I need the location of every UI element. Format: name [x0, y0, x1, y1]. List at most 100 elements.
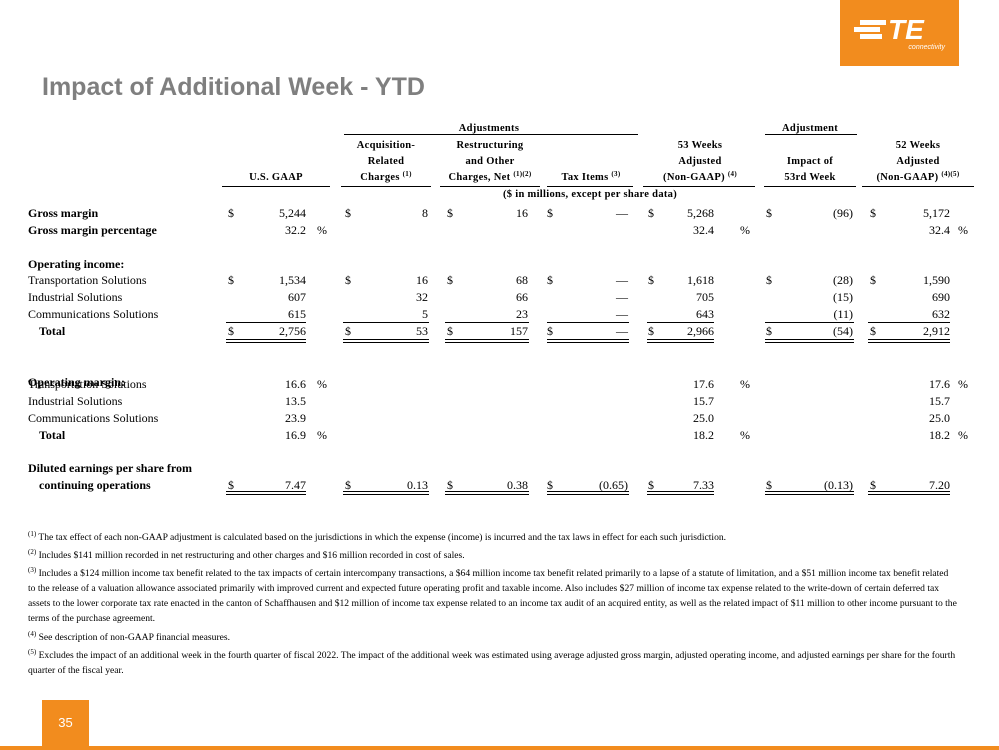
cell-value: 7.33 [693, 478, 714, 492]
currency-symbol: $ [547, 324, 553, 338]
table-row-eps-continuing-operations: continuing operations $7.47 $0.13 $0.38 $ (0.… [28, 477, 988, 494]
row-label: continuing operations [39, 478, 151, 492]
logo-subtext: connectivity [908, 44, 945, 51]
row-label: Industrial Solutions [28, 290, 123, 304]
eps-double-rule [547, 491, 629, 495]
footnote-3: (3) Includes a $124 million income tax b… [28, 566, 958, 626]
currency-symbol: $ [345, 478, 351, 492]
total-double-rule [868, 339, 950, 343]
row-label: Operating margin: [28, 375, 125, 389]
page-title: Impact of Additional Week - YTD [42, 73, 425, 101]
cell-value: 32.4 [929, 223, 950, 237]
total-double-rule [445, 339, 529, 343]
row-label: Total [39, 324, 66, 338]
currency-symbol: $ [228, 273, 234, 287]
cell-value: (28) [833, 273, 853, 287]
table-row-om-total: Total 16.9 18.2 18.2%%% [28, 427, 988, 444]
te-connectivity-logo: TE connectivity [840, 0, 959, 66]
cell-value: 2,912 [923, 324, 950, 338]
table-row-operating-margin-heading: Operating margin: [28, 374, 988, 391]
col-header-tax-items: Tax Items (3) [561, 170, 621, 184]
col-header-acquisition: Acquisition- Related Charges (1) [356, 140, 416, 183]
cell-value: 7.47 [285, 478, 306, 492]
currency-symbol: $ [766, 273, 772, 287]
currency-symbol: $ [447, 206, 453, 220]
footnote-4: (4) See description of non-GAAP financia… [28, 630, 958, 645]
cell-value: 5,172 [923, 206, 950, 220]
eps-double-rule [868, 491, 950, 495]
percent-sign: % [740, 377, 750, 391]
table-row-operating-income-heading: Operating income: [28, 256, 988, 273]
footnote-5: (5) Excludes the impact of an additional… [28, 648, 958, 678]
cell-value: 8 [422, 206, 428, 220]
row-label: Transportation Solutions [28, 273, 147, 287]
footnote-mark: (3) [28, 566, 37, 574]
table-row-oi-transportation: Transportation Solutions $1,534 $16 $68 $ — $1… [28, 272, 988, 289]
col-header-impact-53rd-week: Impact of 53rd Week [784, 156, 836, 183]
eps-double-rule [343, 491, 429, 495]
total-double-rule [647, 339, 714, 343]
col-rule-usgaap [222, 186, 330, 187]
cell-value: (0.65) [599, 478, 628, 492]
cell-value: 25.0 [929, 411, 950, 425]
percent-sign: % [958, 377, 968, 391]
cell-value: 16 [416, 273, 428, 287]
table-row-om-industrial: Industrial Solutions 13.5 15.7 15.7 [28, 393, 988, 410]
table-row-gross-margin-percentage: Gross margin percentage 32.2 32.4 32.4%%% [28, 222, 988, 239]
footnote-text: The tax effect of each non-GAAP adjustme… [36, 532, 727, 543]
cell-value: 690 [932, 290, 950, 304]
currency-symbol: $ [228, 478, 234, 492]
cell-value: 32.4 [693, 223, 714, 237]
eps-double-rule [647, 491, 714, 495]
subtotal-rule [647, 322, 714, 323]
percent-sign: % [317, 428, 327, 442]
page-number: 35 [42, 700, 89, 746]
adjustment-group-header: Adjustment [781, 123, 839, 134]
cell-value: 17.6 [929, 377, 950, 391]
footnote-mark: (2) [28, 548, 37, 556]
footer-bar [0, 746, 999, 750]
cell-value: 0.13 [407, 478, 428, 492]
currency-symbol: $ [648, 478, 654, 492]
currency-symbol: $ [345, 206, 351, 220]
footnote-text: Includes a $124 million income tax benef… [28, 568, 957, 624]
table-row-oi-total: Total $2,756 $53 $157 $ — $2,966 $ (54) $2,912 [28, 323, 988, 340]
eps-double-rule [765, 491, 854, 495]
row-label: Gross margin [28, 206, 99, 220]
cell-value: 32.2 [285, 223, 306, 237]
footnote-text: See description of non-GAAP financial me… [36, 632, 231, 643]
cell-value: (11) [833, 307, 853, 321]
table-row-oi-industrial: Industrial Solutions 607 32 66 — 705 (15) 690 [28, 289, 988, 306]
adjustments-group-rule [344, 134, 638, 135]
cell-value: 5,268 [687, 206, 714, 220]
eps-double-rule [226, 491, 306, 495]
footnote-mark: (1) [28, 530, 37, 538]
table-row-eps-heading: Diluted earnings per share from [28, 460, 988, 477]
adjustment-group-rule [765, 134, 857, 135]
cell-value: — [616, 307, 628, 321]
row-label: Industrial Solutions [28, 394, 123, 408]
cell-value: 16.9 [285, 428, 306, 442]
table-row-om-communications: Communications Solutions 23.9 25.0 25.0 [28, 410, 988, 427]
currency-symbol: $ [648, 206, 654, 220]
logo-text: TE [888, 14, 925, 44]
eps-double-rule [445, 491, 529, 495]
currency-symbol: $ [547, 206, 553, 220]
table-row-oi-communications: Communications Solutions 615 5 23 — 643 (11) 63… [28, 306, 988, 323]
cell-value: 0.38 [507, 478, 528, 492]
cell-value: 1,534 [279, 273, 306, 287]
cell-value: 18.2 [929, 428, 950, 442]
currency-symbol: $ [547, 478, 553, 492]
cell-value: 615 [288, 307, 306, 321]
total-double-rule [765, 339, 854, 343]
units-note: ($ in millions, except per share data) [502, 189, 678, 200]
total-double-rule [343, 339, 429, 343]
cell-value: — [616, 290, 628, 304]
currency-symbol: $ [447, 273, 453, 287]
percent-sign: % [740, 428, 750, 442]
col-rule-tax-items [547, 186, 633, 187]
currency-symbol: $ [648, 273, 654, 287]
cell-value: 5 [422, 307, 428, 321]
footnote-1: (1) The tax effect of each non-GAAP adju… [28, 530, 958, 545]
footnote-mark: (5) [28, 648, 37, 656]
